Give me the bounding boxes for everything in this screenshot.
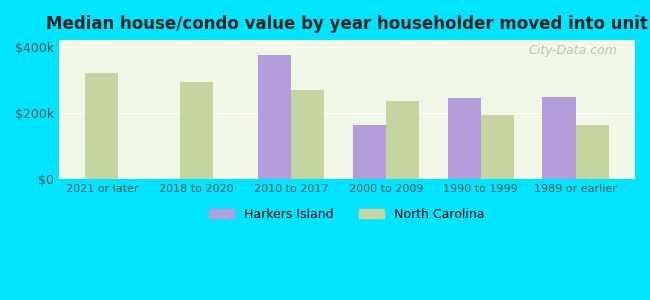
Bar bbox=[448, 98, 481, 179]
Bar bbox=[258, 55, 291, 179]
Bar bbox=[291, 90, 324, 179]
Bar bbox=[180, 82, 213, 179]
Title: Median house/condo value by year householder moved into unit: Median house/condo value by year househo… bbox=[46, 15, 648, 33]
Bar bbox=[543, 97, 576, 179]
Text: City-Data.com: City-Data.com bbox=[529, 44, 617, 57]
Legend: Harkers Island, North Carolina: Harkers Island, North Carolina bbox=[205, 203, 489, 226]
Bar bbox=[386, 101, 419, 179]
Bar bbox=[576, 125, 609, 179]
Bar bbox=[85, 73, 118, 179]
Bar bbox=[353, 125, 386, 179]
Bar bbox=[481, 115, 514, 179]
